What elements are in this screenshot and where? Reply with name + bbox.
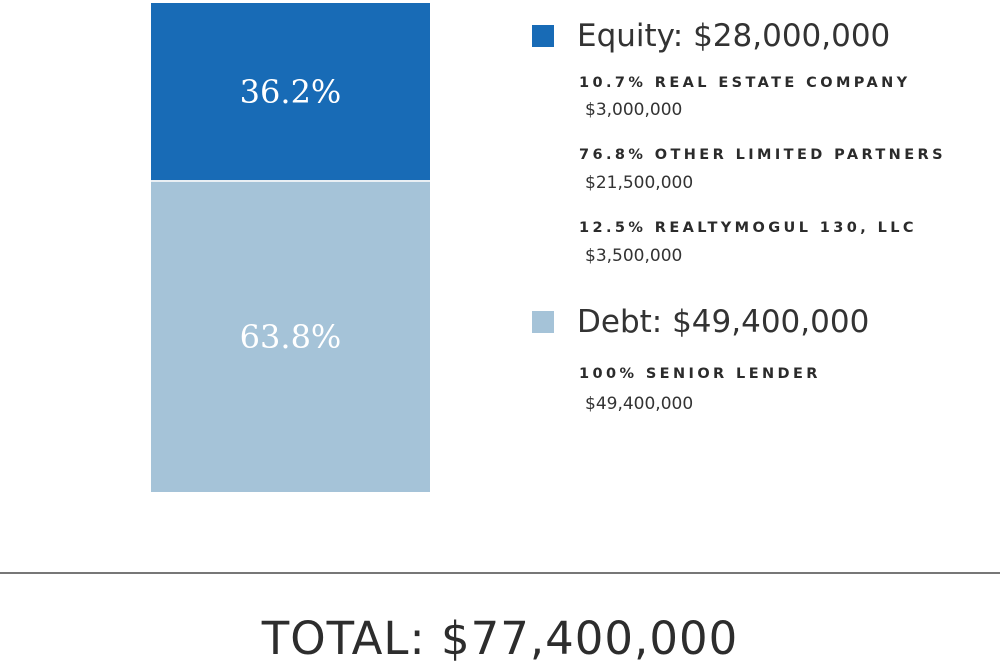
bar-label-debt: 63.8% [239,318,342,356]
total-divider [0,572,1000,574]
legend-entry-debt: Debt: $49,400,000 [532,302,869,342]
equity-holder-pct: 10.7% REAL ESTATE COMPANY [579,75,911,91]
total-label: TOTAL: $77,400,000 [261,612,739,665]
bar-label-equity: 36.2% [239,72,342,111]
legend-label-equity: Equity: $28,000,000 [577,18,891,54]
debt-holder-amount: $49,400,000 [585,394,694,414]
bar-segment-equity: 36.2% [151,3,430,180]
equity-holder-amount: $21,500,000 [585,173,694,193]
bar-segment-debt: 63.8% [151,180,430,492]
legend-swatch-debt [532,311,554,333]
legend-label-debt: Debt: $49,400,000 [577,304,870,340]
equity-holder-amount: $3,000,000 [585,100,683,120]
legend-swatch-equity [532,25,554,47]
equity-holder-pct: 12.5% REALTYMOGUL 130, LLC [579,220,917,236]
equity-holder-amount: $3,500,000 [585,246,683,266]
stacked-bar: 36.2% 63.8% [151,3,430,492]
legend-entry-equity: Equity: $28,000,000 [532,16,890,56]
equity-holder-pct: 76.8% OTHER LIMITED PARTNERS [579,147,946,163]
debt-holder-pct: 100% SENIOR LENDER [579,366,821,382]
